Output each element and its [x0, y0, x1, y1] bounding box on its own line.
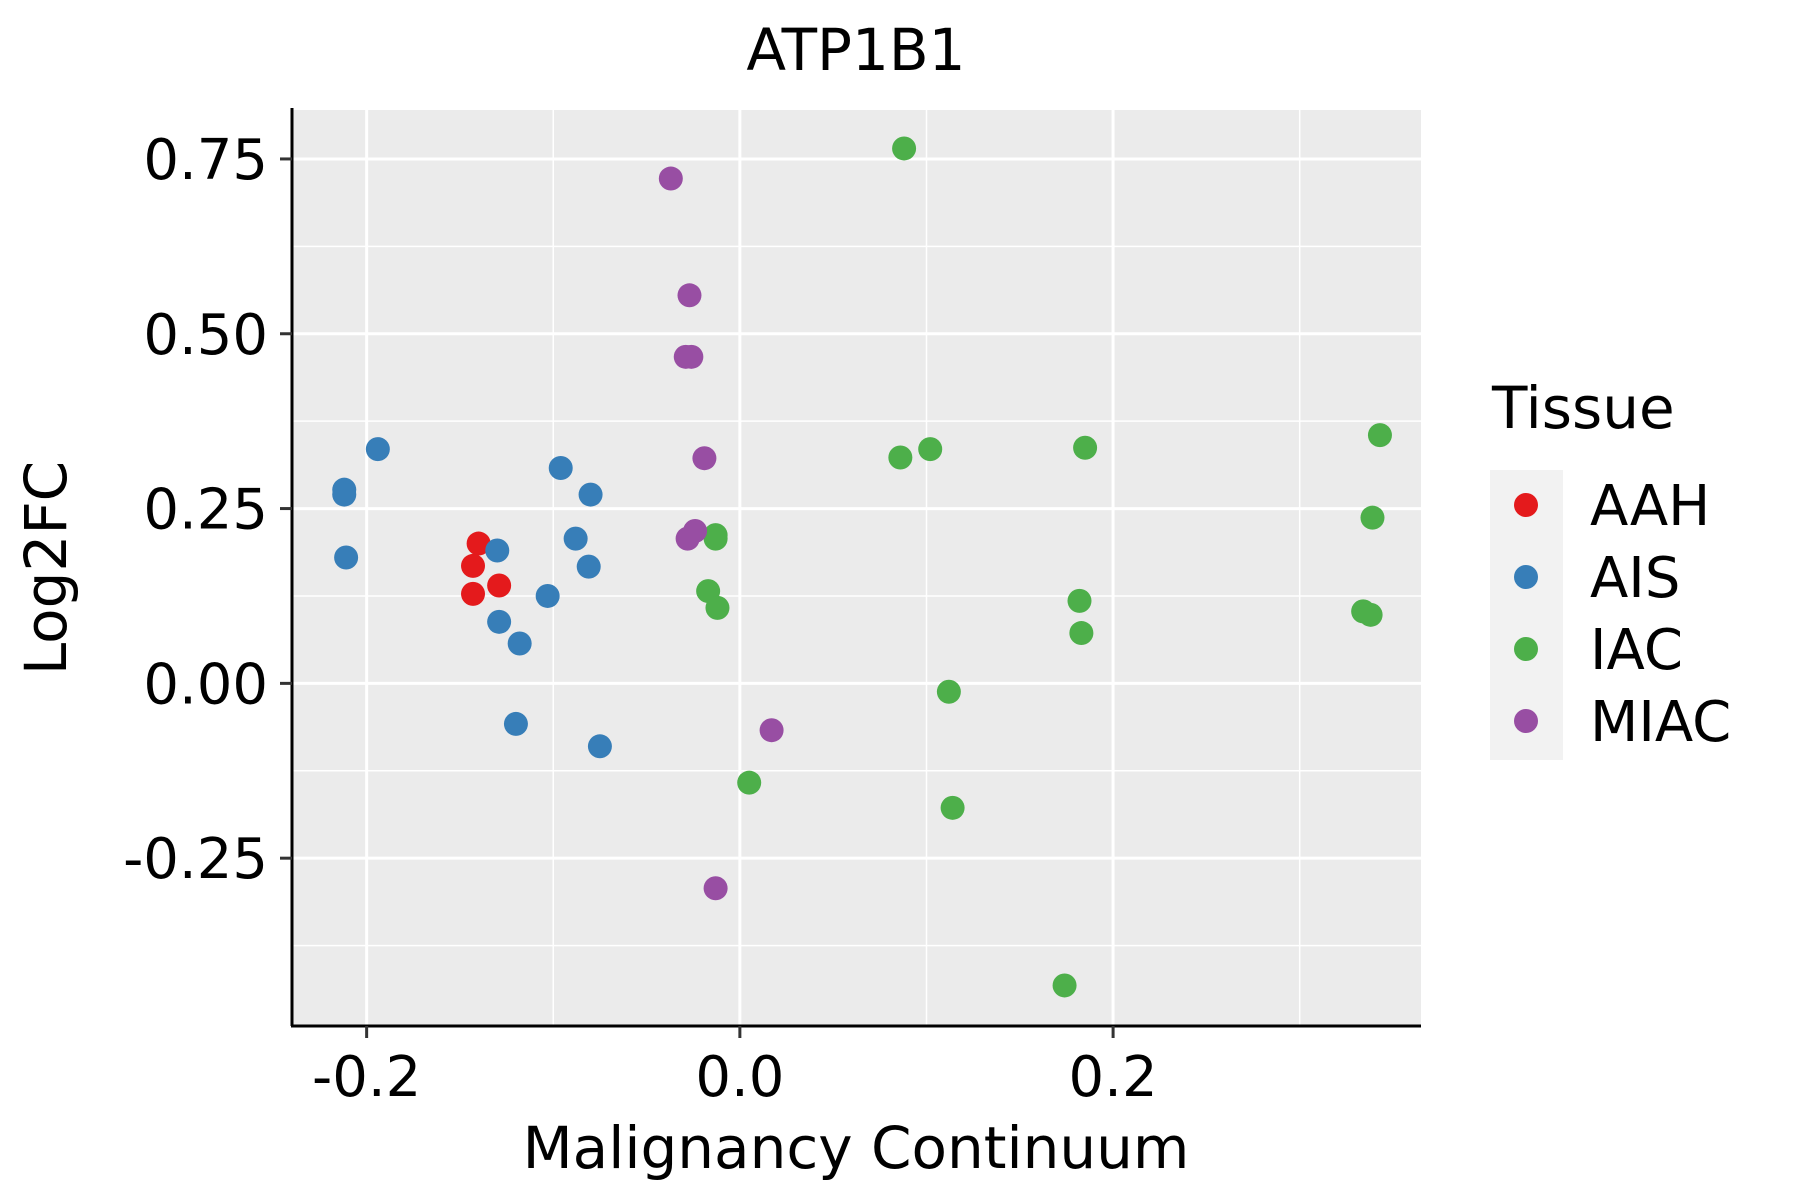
point-iac: [918, 437, 943, 462]
point-iac: [1069, 621, 1094, 646]
point-iac: [703, 526, 728, 551]
legend: Tissue AAH AIS IAC MIAC: [1490, 374, 1731, 760]
y-tick-label: 0.00: [143, 652, 268, 717]
point-ais: [535, 583, 560, 608]
point-aah: [487, 573, 512, 598]
legend-key-iac: [1514, 637, 1538, 661]
point-ais: [332, 482, 357, 507]
point-ais: [487, 609, 512, 634]
point-iac: [1073, 435, 1098, 460]
point-aah: [461, 553, 486, 578]
point-ais: [576, 554, 601, 579]
point-iac: [892, 136, 917, 161]
chart-title: ATP1B1: [746, 16, 965, 84]
x-tick-label: 0.0: [695, 1045, 784, 1110]
y-tick-label: 0.50: [143, 303, 268, 368]
legend-title: Tissue: [1491, 374, 1675, 442]
y-tick-label: 0.75: [143, 128, 268, 193]
y-axis-title: Log2FC: [12, 461, 80, 675]
point-ais: [578, 482, 603, 507]
point-iac: [1052, 973, 1077, 998]
point-ais: [485, 538, 510, 563]
legend-label-aah: AAH: [1590, 474, 1710, 539]
y-tick-label: 0.25: [143, 478, 268, 543]
point-ais: [563, 526, 588, 551]
point-iac: [940, 795, 965, 820]
point-ais: [587, 734, 612, 759]
point-miac: [703, 876, 728, 901]
point-miac: [677, 283, 702, 308]
point-ais: [507, 631, 532, 656]
x-tick-label: 0.2: [1069, 1045, 1158, 1110]
point-iac: [936, 679, 961, 704]
point-iac: [1360, 505, 1385, 530]
point-iac: [705, 595, 730, 620]
point-iac: [1358, 602, 1383, 627]
point-aah: [461, 581, 486, 606]
point-ais: [334, 545, 359, 570]
point-iac: [737, 770, 762, 795]
y-axis-ticks: -0.25 0.00 0.25 0.50 0.75: [123, 128, 292, 892]
point-miac: [759, 718, 784, 743]
point-iac: [888, 445, 913, 470]
point-ais: [503, 711, 528, 736]
legend-label-ais: AIS: [1590, 546, 1680, 611]
legend-key-aah: [1514, 493, 1538, 517]
legend-label-iac: IAC: [1590, 618, 1683, 683]
point-miac: [658, 166, 683, 191]
x-axis-title: Malignancy Continuum: [523, 1114, 1190, 1182]
point-miac: [675, 526, 700, 551]
legend-key-ais: [1514, 565, 1538, 589]
point-iac: [1067, 588, 1092, 613]
point-miac: [692, 446, 717, 471]
x-tick-label: -0.2: [312, 1045, 421, 1110]
y-tick-label: -0.25: [123, 827, 268, 892]
x-axis-ticks: -0.2 0.0 0.2: [312, 1026, 1158, 1110]
point-iac: [1367, 423, 1392, 448]
legend-label-miac: MIAC: [1590, 690, 1731, 755]
data-points: [332, 136, 1392, 998]
point-aah: [466, 531, 491, 556]
point-ais: [365, 437, 390, 462]
minor-gridlines: [292, 110, 1421, 1026]
legend-key-miac: [1514, 709, 1538, 733]
point-ais: [548, 456, 573, 481]
major-gridlines: [292, 110, 1421, 1026]
point-miac: [679, 344, 704, 369]
